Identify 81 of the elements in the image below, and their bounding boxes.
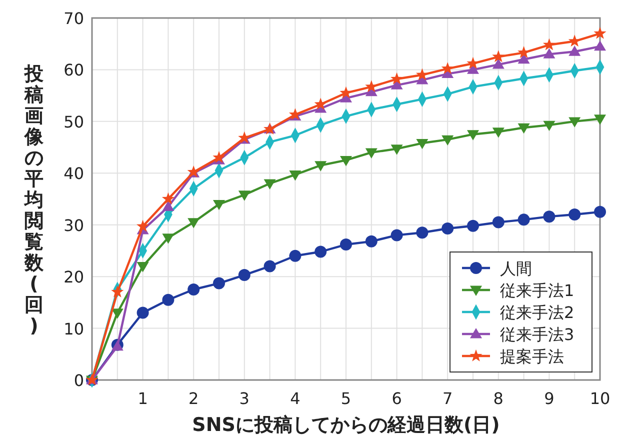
point [594, 26, 606, 39]
point [568, 117, 581, 128]
x-tick-label: 1 [138, 389, 148, 408]
point [188, 284, 200, 296]
point [442, 135, 454, 146]
point [111, 285, 124, 298]
y-tick-label: 10 [64, 319, 84, 338]
point [238, 269, 250, 282]
point [416, 226, 428, 239]
point [162, 192, 174, 204]
point [568, 46, 581, 56]
point [594, 114, 606, 125]
point [518, 214, 530, 226]
point [289, 250, 302, 262]
x-axis-title: SNSに投稿してからの経過日数(日) [192, 414, 500, 436]
legend-label: 従来手法1 [500, 281, 574, 300]
point [314, 98, 327, 110]
point [594, 40, 606, 51]
point [188, 218, 200, 228]
y-tick-label: 30 [64, 216, 84, 235]
point [289, 170, 302, 181]
point [492, 50, 505, 62]
point [264, 260, 276, 272]
point [136, 306, 149, 319]
point [162, 294, 174, 306]
x-tick-label: 3 [239, 389, 250, 408]
legend-label: 従来手法3 [500, 325, 574, 344]
y-tick-label: 50 [64, 112, 84, 132]
point [442, 222, 454, 234]
legend-label: 提案手法 [500, 347, 564, 366]
point [492, 58, 504, 69]
point [390, 144, 403, 155]
point [162, 234, 174, 244]
point [390, 72, 404, 84]
point [542, 38, 556, 50]
point [416, 68, 428, 80]
point [492, 216, 504, 228]
point [492, 128, 504, 138]
point [213, 200, 225, 210]
x-tick-label: 7 [442, 389, 453, 408]
point [340, 156, 352, 166]
x-tick-label: 5 [340, 389, 352, 408]
point [467, 130, 479, 140]
point [162, 200, 174, 211]
point [340, 86, 352, 98]
y-tick-label: 40 [64, 164, 84, 184]
legend-label: 人間 [500, 259, 532, 278]
point [136, 262, 149, 272]
x-tick-label: 8 [493, 389, 504, 408]
point [467, 220, 479, 232]
point [568, 208, 581, 221]
point [365, 235, 378, 248]
point [238, 190, 250, 201]
point [314, 161, 327, 172]
point [518, 123, 530, 134]
point [543, 210, 556, 223]
point [466, 56, 480, 69]
point [340, 238, 352, 251]
point [543, 48, 556, 58]
point [390, 229, 403, 242]
point [441, 62, 454, 74]
point [213, 277, 225, 290]
y-tick-label: 0 [74, 371, 84, 390]
point [314, 246, 327, 258]
y-tick-label: 70 [64, 9, 84, 28]
y-tick-label: 20 [64, 268, 84, 287]
x-tick-label: 6 [392, 389, 402, 408]
point [365, 148, 378, 158]
point [136, 220, 150, 232]
point [416, 138, 428, 150]
point [594, 206, 606, 218]
point [543, 120, 556, 132]
x-tick-label: 4 [290, 389, 300, 408]
legend-label: 従来手法2 [500, 303, 574, 322]
x-tick-label: 9 [544, 389, 554, 408]
point [212, 151, 226, 163]
text: 投稿画像の平均閲覧数(回) [24, 63, 44, 337]
x-tick-label: 10 [590, 389, 610, 408]
y-tick-label: 60 [64, 60, 84, 80]
x-tick-label: 2 [188, 389, 199, 408]
point [264, 179, 276, 190]
